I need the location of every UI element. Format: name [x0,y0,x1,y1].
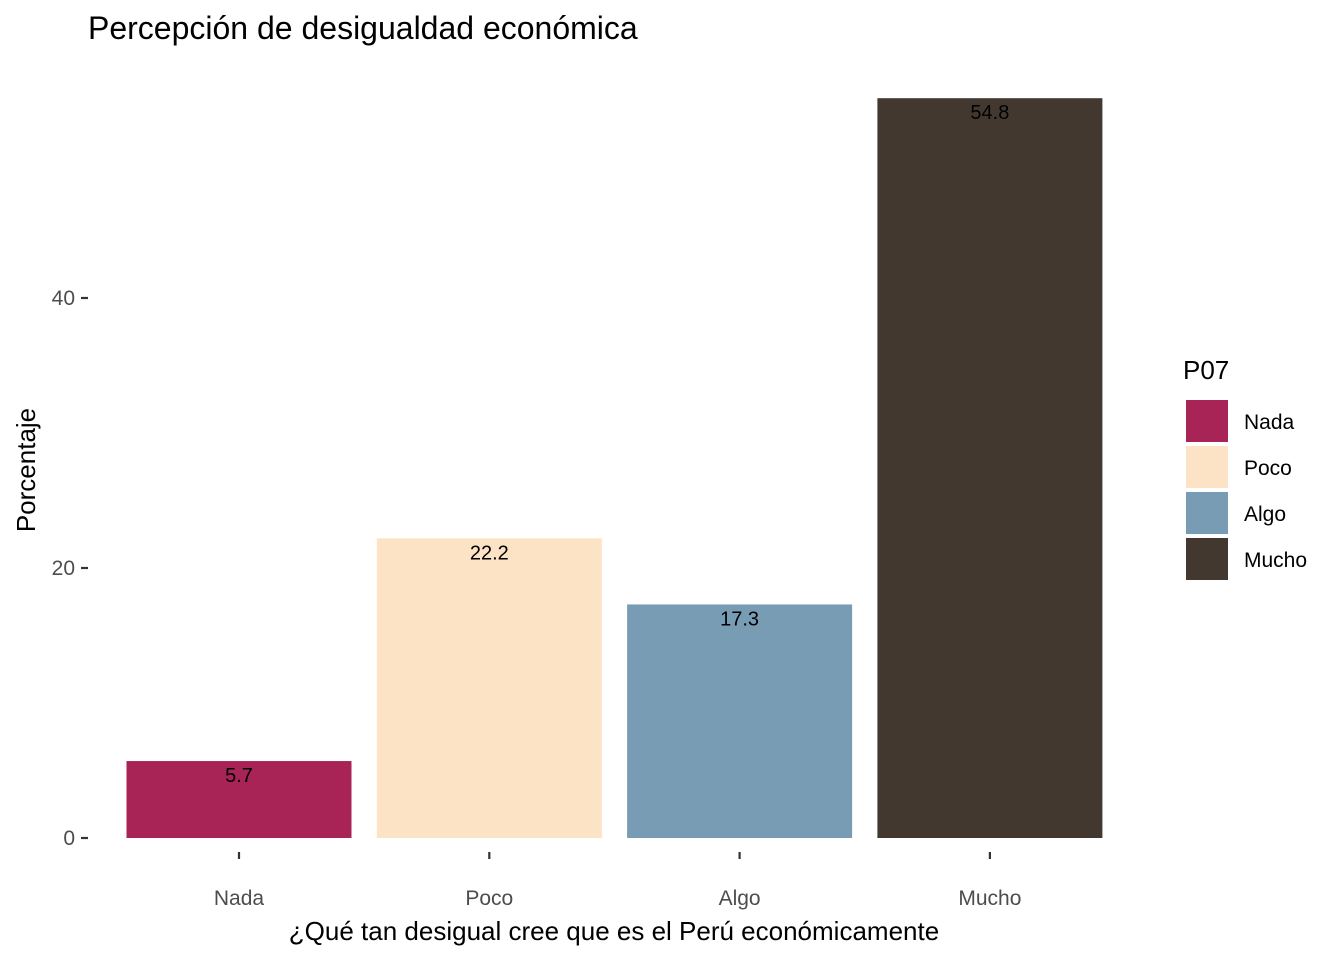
legend-key-poco [1186,446,1228,488]
legend-key-algo [1186,492,1228,534]
y-tick-label: 20 [52,557,75,580]
data-label-algo: 17.3 [720,608,759,630]
bar-nada [126,761,352,838]
data-label-mucho: 54.8 [970,102,1009,124]
legend-label-mucho: Mucho [1244,549,1307,572]
y-tick-label: 0 [63,827,75,850]
chart-title: Percepción de desigualdad económica [88,10,638,46]
legend-key-mucho [1186,538,1228,580]
plot-area: 5.7 22.2 17.3 54.8 [126,98,1103,838]
y-axis-title: Porcentaje [11,408,41,532]
legend-label-nada: Nada [1244,411,1295,434]
data-label-poco: 22.2 [470,542,509,564]
x-axis: Nada Poco Algo Mucho [214,852,1021,910]
data-label-nada: 5.7 [225,765,253,787]
bar-mucho [877,98,1103,838]
legend-key-nada [1186,400,1228,442]
legend-items: Nada Poco Algo Mucho [1186,400,1307,580]
y-axis: 0 20 40 [52,287,88,850]
legend: P07 Nada Poco Algo Mucho [1183,355,1307,580]
legend-label-poco: Poco [1244,457,1292,480]
legend-label-algo: Algo [1244,503,1286,526]
x-tick-label-poco: Poco [465,887,513,910]
x-axis-title: ¿Qué tan desigual cree que es el Perú ec… [289,916,939,946]
x-tick-label-mucho: Mucho [958,887,1021,910]
bar-algo [627,604,853,838]
x-tick-label-nada: Nada [214,887,265,910]
bar-poco [376,538,602,838]
y-tick-label: 40 [52,287,75,310]
legend-title: P07 [1183,355,1229,385]
x-tick-label-algo: Algo [719,887,761,910]
